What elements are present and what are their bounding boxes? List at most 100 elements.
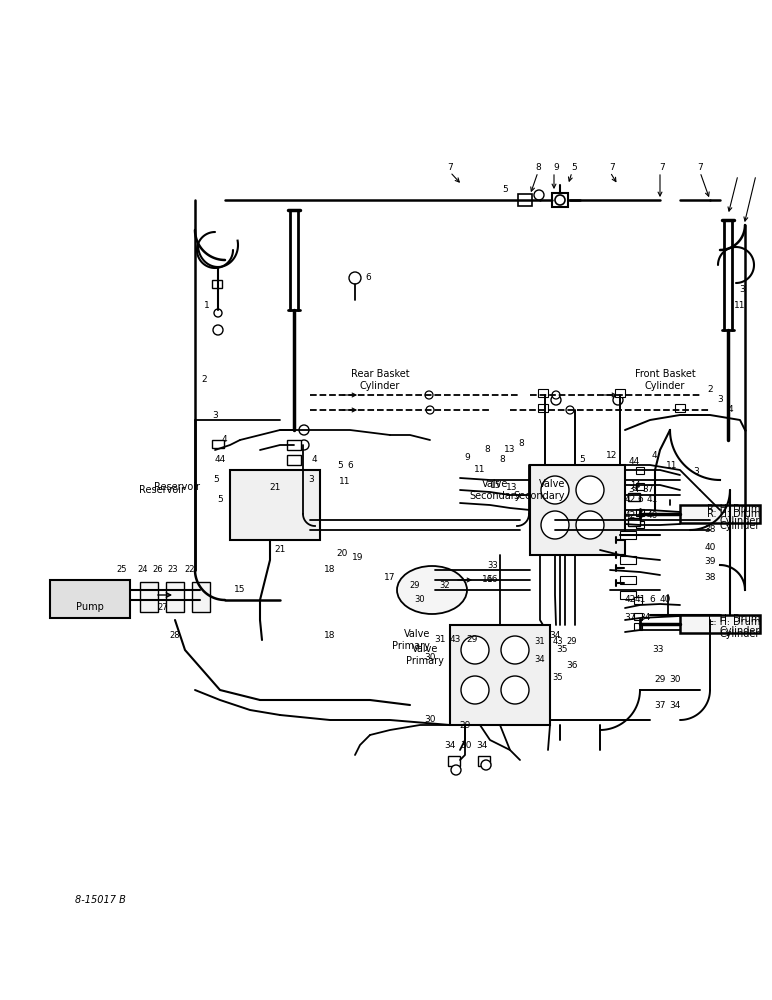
Circle shape	[576, 511, 604, 539]
Text: 30: 30	[669, 676, 681, 684]
Text: 5: 5	[502, 186, 508, 194]
Text: L. H. Drum
Cylinder: L. H. Drum Cylinder	[708, 614, 760, 636]
Text: 6: 6	[637, 495, 643, 504]
Text: 27: 27	[157, 602, 168, 611]
Text: 34: 34	[550, 631, 560, 640]
Text: 42: 42	[625, 595, 635, 604]
Bar	[680, 505, 760, 523]
Bar	[230, 470, 320, 540]
Text: Pump: Pump	[76, 602, 104, 612]
Bar	[212, 440, 224, 448]
Bar	[166, 582, 184, 612]
Text: 31: 31	[535, 638, 545, 647]
Bar	[634, 597, 642, 604]
Bar	[634, 623, 642, 630]
Text: 42: 42	[625, 495, 635, 504]
Text: 28: 28	[170, 631, 181, 640]
Bar	[628, 518, 640, 526]
Bar	[552, 193, 568, 207]
Bar	[636, 521, 644, 528]
Text: 5: 5	[337, 460, 343, 470]
Text: R. H. Drum
Cylinder: R. H. Drum Cylinder	[706, 509, 760, 531]
Text: 38: 38	[704, 572, 716, 582]
Text: Reservoir: Reservoir	[139, 485, 185, 495]
Text: 5: 5	[579, 456, 585, 464]
Text: 11: 11	[339, 478, 350, 487]
Text: 3: 3	[212, 410, 218, 420]
Text: R. H. Drum
Cylinder: R. H. Drum Cylinder	[706, 504, 760, 526]
Text: 25: 25	[117, 566, 127, 574]
Text: 3: 3	[717, 395, 723, 404]
Text: 8: 8	[518, 438, 524, 448]
Bar	[620, 576, 636, 584]
Text: 24: 24	[137, 566, 148, 574]
Text: 17: 17	[384, 574, 396, 582]
Text: 41: 41	[635, 595, 645, 604]
Text: 7: 7	[697, 163, 703, 172]
Text: 2: 2	[707, 385, 713, 394]
Circle shape	[425, 391, 433, 399]
Bar	[518, 194, 532, 206]
Text: 39: 39	[704, 558, 716, 566]
Text: 8: 8	[484, 446, 490, 454]
Circle shape	[613, 395, 623, 405]
Text: 4: 4	[222, 436, 227, 444]
Text: 41: 41	[646, 495, 658, 504]
Text: 11: 11	[734, 300, 746, 310]
Circle shape	[451, 765, 461, 775]
Circle shape	[501, 676, 529, 704]
Text: 44: 44	[628, 458, 640, 466]
Text: 30: 30	[425, 654, 435, 662]
Bar	[140, 582, 158, 612]
Text: 6: 6	[347, 460, 353, 470]
Bar	[287, 440, 301, 450]
Text: 29: 29	[459, 720, 471, 730]
Text: Front Basket
Cylinder: Front Basket Cylinder	[635, 369, 696, 391]
Text: 7: 7	[659, 163, 665, 172]
Ellipse shape	[397, 566, 467, 614]
Bar	[192, 582, 210, 612]
Bar	[212, 280, 222, 288]
Text: 15: 15	[234, 585, 245, 594]
Circle shape	[552, 391, 560, 399]
Circle shape	[299, 425, 309, 435]
Text: 9: 9	[553, 163, 559, 172]
Circle shape	[566, 406, 574, 414]
Bar	[620, 531, 636, 539]
Text: 34: 34	[445, 740, 455, 750]
Bar	[287, 455, 301, 465]
Circle shape	[541, 476, 569, 504]
Text: Rear Basket
Cylinder: Rear Basket Cylinder	[350, 369, 409, 391]
Text: Valve
Primary: Valve Primary	[392, 629, 430, 651]
Circle shape	[426, 406, 434, 414]
Bar	[675, 404, 685, 412]
Text: 29: 29	[466, 636, 478, 645]
Text: 18: 18	[324, 631, 336, 640]
Text: 26: 26	[153, 566, 164, 574]
Text: 31: 31	[434, 636, 445, 645]
Text: 13: 13	[506, 484, 518, 492]
Text: 40: 40	[704, 544, 716, 552]
Bar	[450, 625, 550, 725]
Text: 13: 13	[504, 446, 516, 454]
Circle shape	[299, 440, 309, 450]
Circle shape	[461, 636, 489, 664]
Text: 5: 5	[571, 163, 577, 172]
Text: 43: 43	[449, 636, 461, 645]
Text: 40: 40	[646, 510, 658, 520]
Text: 8-15017 B: 8-15017 B	[75, 895, 126, 905]
Text: 43: 43	[553, 638, 564, 647]
Text: 4: 4	[311, 456, 317, 464]
Text: 18: 18	[324, 566, 336, 574]
Bar	[680, 615, 760, 633]
Text: Valve
Primary: Valve Primary	[406, 644, 444, 666]
Circle shape	[213, 325, 223, 335]
Text: 30: 30	[425, 716, 435, 724]
Text: 29: 29	[655, 676, 665, 684]
Bar	[636, 509, 644, 516]
Text: 21: 21	[274, 546, 286, 554]
Text: L. H. Drum
Cylinder: L. H. Drum Cylinder	[708, 617, 760, 639]
Text: 33: 33	[652, 646, 664, 654]
Text: 34: 34	[639, 612, 651, 621]
Text: 29: 29	[567, 638, 577, 647]
